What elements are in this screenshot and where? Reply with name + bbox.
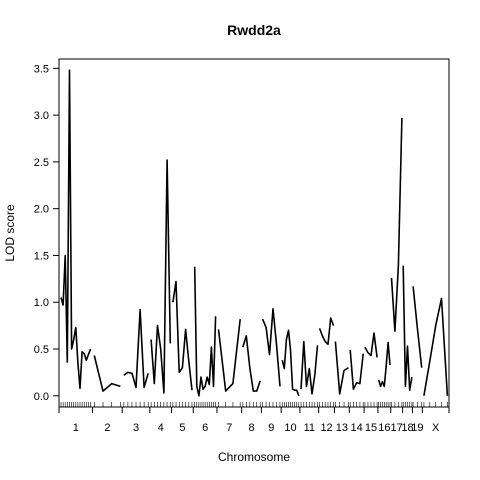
x-tick-label-chr-19: 19 [411, 422, 423, 434]
y-tick-label: 1.0 [34, 297, 49, 309]
x-axis-label: Chromosome [218, 450, 290, 464]
lod-line-chr-4 [150, 159, 172, 394]
lod-line-chr-7 [217, 319, 241, 392]
lod-line-chr-12 [318, 317, 335, 346]
lod-line-chr-X [423, 297, 449, 396]
lod-line-chr-1 [60, 69, 92, 390]
x-tick-label-chr-X: X [432, 422, 440, 434]
x-tick-label-chr-12: 12 [320, 422, 332, 434]
lod-line-chr-17 [390, 117, 403, 333]
y-tick-label: 2.0 [34, 204, 49, 216]
y-tick-label: 3.5 [34, 63, 49, 75]
x-tick-label-chr-1: 1 [73, 422, 79, 434]
lod-line-chr-10 [281, 329, 300, 397]
x-tick-label-chr-3: 3 [133, 422, 139, 434]
lod-line-chr-6 [193, 266, 217, 397]
y-tick-label: 0.0 [34, 391, 49, 403]
lod-series [60, 69, 449, 397]
lod-line-chr-19 [412, 286, 423, 368]
x-tick-label-chr-14: 14 [351, 422, 363, 434]
lod-line-chr-16 [377, 341, 391, 388]
chart-title: Rwdd2a [227, 22, 281, 38]
x-tick-label-chr-10: 10 [284, 422, 296, 434]
x-tick-label-chr-6: 6 [202, 422, 208, 434]
lod-line-chr-3 [123, 308, 149, 389]
lod-line-chr-5 [172, 280, 193, 391]
lod-line-chr-14 [349, 349, 364, 391]
x-tick-label-chr-16: 16 [378, 422, 390, 434]
lod-line-chr-18 [402, 265, 413, 392]
x-tick-label-chr-17: 17 [391, 422, 403, 434]
y-tick-label: 1.5 [34, 250, 49, 262]
x-tick-label-chr-7: 7 [226, 422, 232, 434]
x-tick-label-chr-9: 9 [268, 422, 274, 434]
lod-line-chr-13 [334, 341, 349, 395]
x-tick-label-chr-15: 15 [365, 422, 377, 434]
lod-line-chr-11 [300, 340, 319, 395]
x-tick-label-chr-8: 8 [248, 422, 254, 434]
x-tick-label-chr-13: 13 [336, 422, 348, 434]
x-tick-label-chr-18: 18 [401, 422, 413, 434]
y-axis: 0.0 0.5 1.0 1.5 2.0 2.5 3.0 3.5 [34, 63, 59, 403]
lod-line-chr-9 [261, 307, 281, 387]
x-tick-label-chr-2: 2 [104, 422, 110, 434]
x-tick-label-chr-4: 4 [158, 422, 164, 434]
y-tick-label: 0.5 [34, 344, 49, 356]
y-tick-label: 3.0 [34, 110, 49, 122]
plot-frame [58, 58, 450, 408]
x-tick-label-chr-11: 11 [304, 422, 315, 434]
y-tick-label: 2.5 [34, 157, 49, 169]
y-axis-label: LOD score [3, 204, 17, 262]
x-tick-label-chr-5: 5 [179, 422, 185, 434]
lod-line-chr-15 [364, 332, 378, 358]
marker-rug [60, 402, 448, 407]
lod-line-chr-2 [93, 355, 121, 392]
lod-line-chr-8 [242, 335, 261, 392]
